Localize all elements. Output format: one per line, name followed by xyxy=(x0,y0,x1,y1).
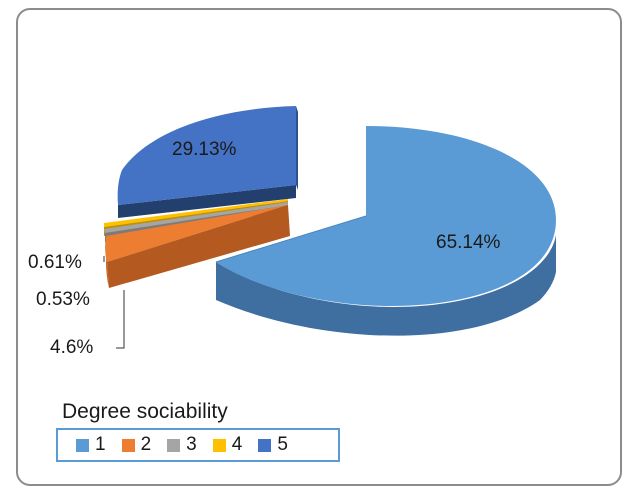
slice-1-side xyxy=(216,235,556,336)
data-label-3: 0.53% xyxy=(36,289,90,310)
legend-item-5: 5 xyxy=(258,434,288,456)
leader-line xyxy=(116,290,125,349)
slice-5-side xyxy=(118,185,296,218)
legend-swatch-2 xyxy=(121,438,135,452)
legend-label-2: 2 xyxy=(140,434,152,455)
slice-5-inner xyxy=(296,106,298,190)
legend-label-3: 3 xyxy=(186,434,197,455)
slice-2-front xyxy=(105,236,109,288)
legend-label-4: 4 xyxy=(231,434,243,455)
pie-slice-5 xyxy=(117,106,298,218)
legend-label-1: 1 xyxy=(95,434,106,455)
legend-title: Degree sociability xyxy=(62,400,228,423)
legend-swatch-1 xyxy=(76,438,89,452)
slice-5-top xyxy=(117,106,297,205)
data-label-1: 65.14% xyxy=(436,232,501,253)
slice-4-top xyxy=(104,199,288,227)
legend-swatch-5 xyxy=(258,438,272,452)
slice-2-top xyxy=(105,205,289,262)
legend-item-1: 1 xyxy=(76,434,106,456)
slice-3-top xyxy=(104,202,288,233)
legend-swatch-3 xyxy=(167,438,181,452)
legend-item-2: 2 xyxy=(121,434,152,456)
legend-item-4: 4 xyxy=(212,434,243,456)
slice-2-side xyxy=(107,205,290,288)
legend: 1 2 3 4 5 xyxy=(56,428,340,462)
pie-slice-1 xyxy=(215,126,556,336)
slice-1-top xyxy=(216,126,556,306)
data-label-2: 4.6% xyxy=(50,337,93,358)
legend-swatch-4 xyxy=(212,438,226,452)
data-label-4: 0.61% xyxy=(28,252,82,273)
slice-1-top-edge xyxy=(215,215,367,263)
data-label-5: 29.13% xyxy=(172,139,237,160)
legend-label-5: 5 xyxy=(277,434,288,455)
pie-slice-2 xyxy=(105,205,290,288)
legend-item-3: 3 xyxy=(167,434,197,456)
